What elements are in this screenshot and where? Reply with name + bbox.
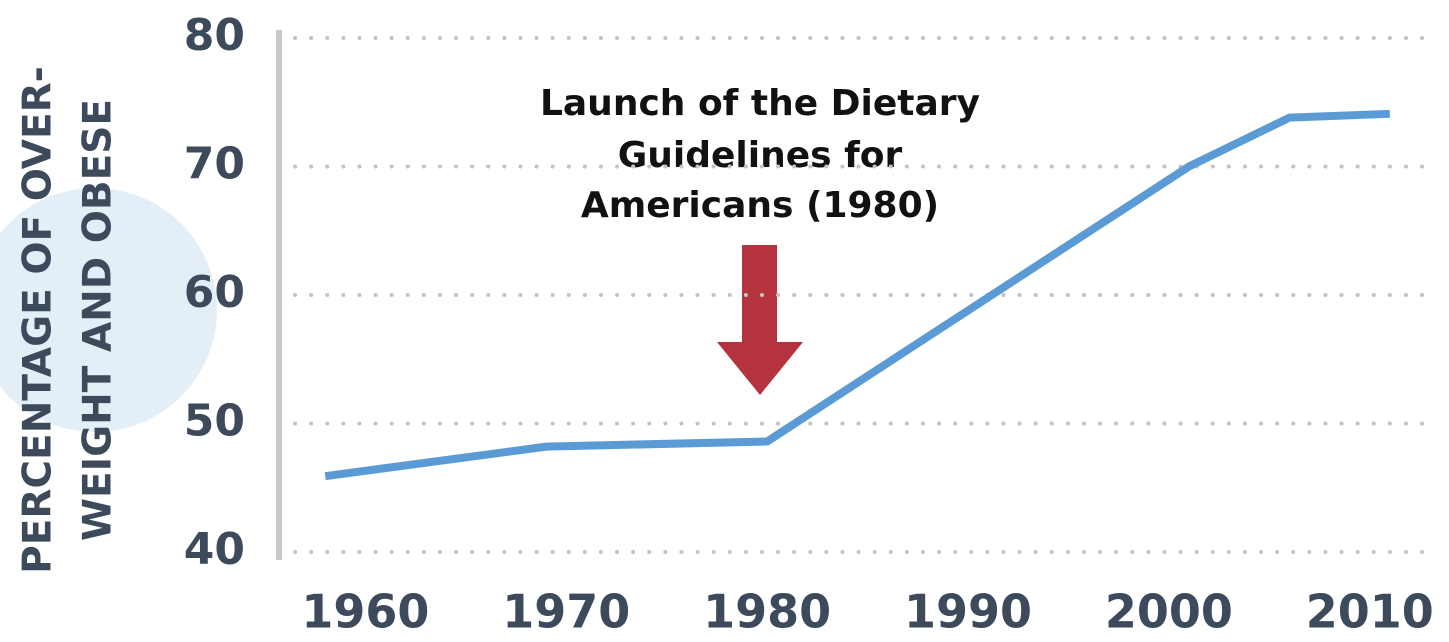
y-tick-label: 70 [184, 139, 245, 190]
annotation: Guidelines for [618, 135, 903, 176]
arrow [717, 245, 803, 395]
annotation: Americans (1980) [581, 185, 939, 226]
y-tick-label: 40 [184, 524, 245, 575]
decor-circle [0, 188, 217, 432]
annotation: Launch of the Dietary [540, 83, 980, 124]
x-tick-label: 2010 [1306, 585, 1434, 639]
x-tick-label: 1980 [703, 585, 831, 639]
y-tick-label: 50 [184, 396, 245, 447]
y-label-line: PERCENTAGE OF OVER- [16, 66, 61, 574]
x-tick-label: 1990 [904, 585, 1032, 639]
y-axis-label: PERCENTAGE OF OVER- WEIGHT AND OBESE [16, 66, 121, 574]
y-tick-label: 80 [184, 10, 245, 61]
x-tick-label: 1960 [301, 585, 429, 639]
y-label-line: WEIGHT AND OBESE [76, 99, 121, 541]
x-tick-label: 1970 [502, 585, 630, 639]
data-line [324, 109, 1390, 481]
x-tick-label: 2000 [1105, 585, 1233, 639]
y-tick-label: 60 [184, 267, 245, 318]
